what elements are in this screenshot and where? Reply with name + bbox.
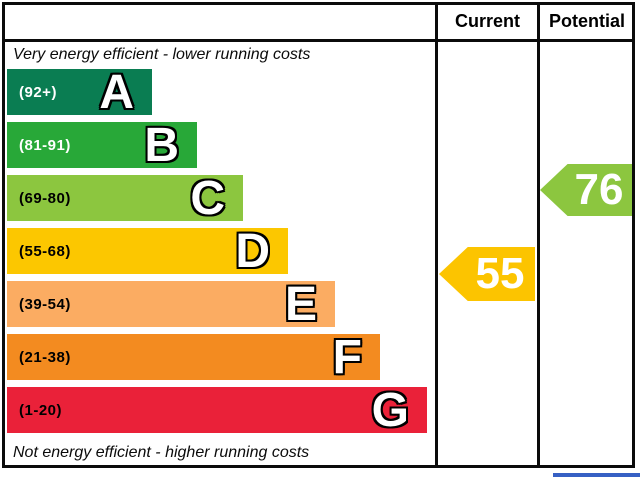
band-c-range: (69-80) <box>19 189 71 207</box>
band-g: (1-20) G <box>7 383 427 437</box>
band-a-range: (92+) <box>19 83 57 101</box>
cropped-next-section-edge <box>553 473 640 477</box>
band-e-range: (39-54) <box>19 295 71 313</box>
caption-not-efficient: Not energy efficient - higher running co… <box>13 444 310 461</box>
divider-current-potential <box>537 2 540 468</box>
band-a-letter: A <box>99 65 134 119</box>
band-d: (55-68) D <box>7 224 288 278</box>
band-c: (69-80) C <box>7 171 243 225</box>
band-b-range: (81-91) <box>19 136 71 154</box>
column-header-current: Current <box>454 11 520 31</box>
potential-rating-value: 76 <box>574 165 624 214</box>
divider-header-row <box>2 39 635 42</box>
band-e-letter: E <box>284 277 317 331</box>
band-f-letter: F <box>332 330 362 384</box>
current-rating-value: 55 <box>475 249 525 298</box>
band-a: (92+) A <box>7 65 152 119</box>
band-e: (39-54) E <box>7 277 335 331</box>
band-c-letter: C <box>190 171 225 225</box>
caption-very-efficient: Very energy efficient - lower running co… <box>13 46 311 63</box>
column-header-potential: Potential <box>548 11 625 31</box>
band-f: (21-38) F <box>7 330 380 384</box>
rating-bands: (92+) A (81-91) B (69-80) C (55-68) D (3… <box>7 65 427 440</box>
band-d-letter: D <box>235 224 270 278</box>
band-g-range: (1-20) <box>19 401 63 419</box>
band-d-range: (55-68) <box>19 242 71 260</box>
band-f-range: (21-38) <box>19 348 71 366</box>
divider-chart-current <box>435 2 438 468</box>
band-b-letter: B <box>144 118 179 172</box>
band-b: (81-91) B <box>7 118 197 172</box>
band-g-letter: G <box>371 383 409 437</box>
